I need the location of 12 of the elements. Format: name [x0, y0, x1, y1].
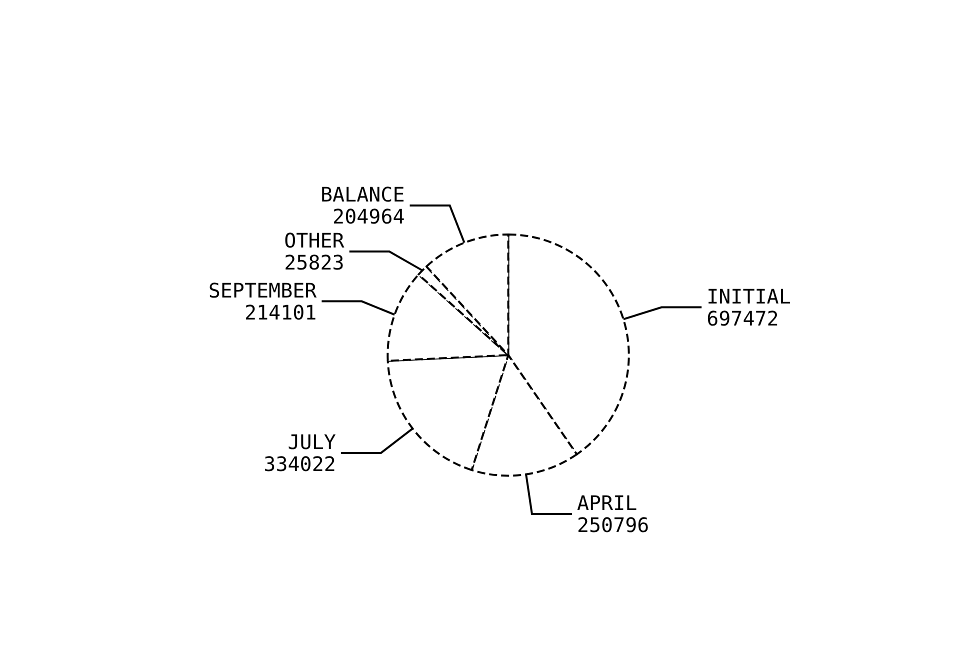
slice-label: OTHER [284, 228, 346, 253]
slice-label: APRIL [576, 490, 638, 515]
data-label: 214101 [244, 300, 317, 324]
data-label: 697472 [706, 306, 779, 330]
slice-label: JULY [288, 430, 336, 454]
slice-label: BALANCE [320, 182, 405, 207]
data-label: 250796 [576, 512, 650, 537]
slice-label: SEPTEMBER [208, 278, 318, 302]
data-label: 334022 [264, 452, 336, 476]
data-label: 25823 [284, 250, 344, 275]
slice-label: INITIAL [706, 284, 791, 308]
data-label: 204964 [332, 204, 405, 229]
